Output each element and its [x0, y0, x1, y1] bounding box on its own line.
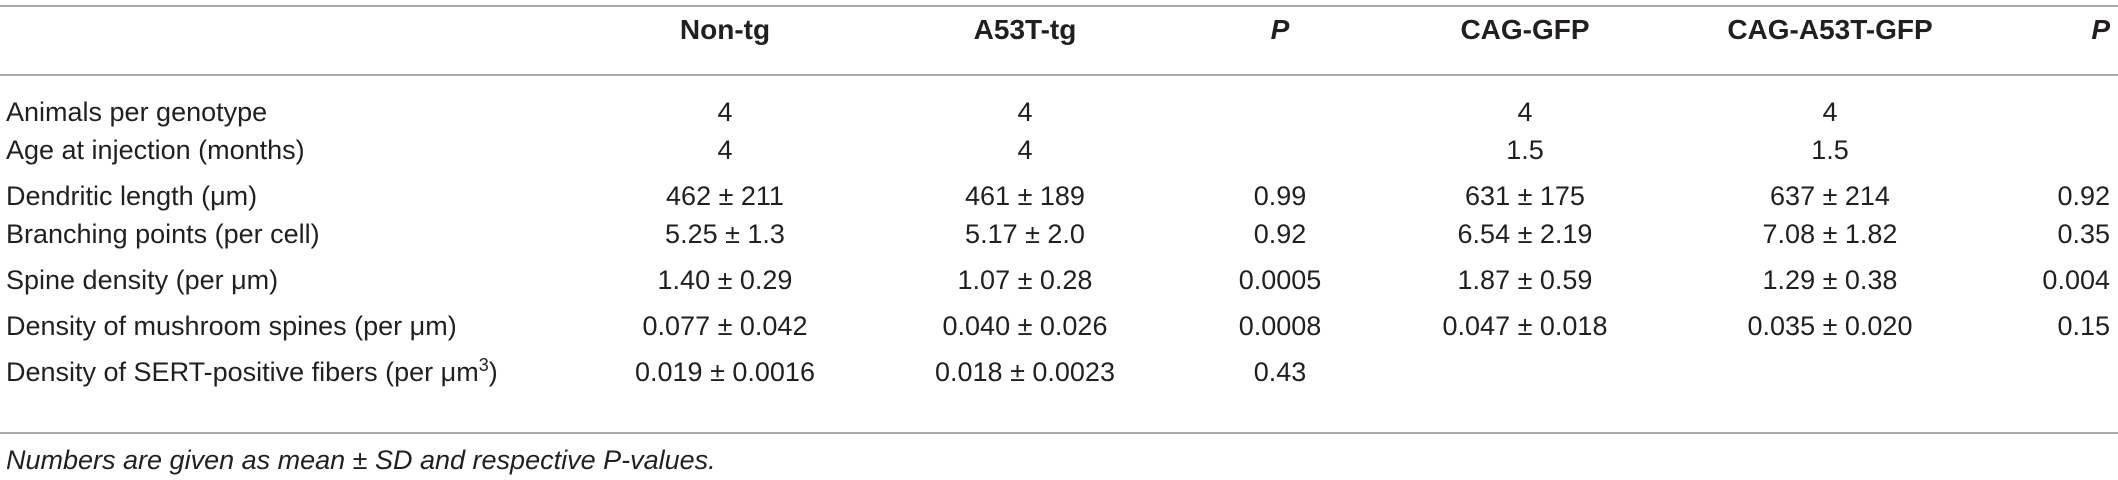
cell-p-value-2: 0.92 — [2057, 181, 2110, 211]
cell-p-value-2: 0.15 — [2057, 311, 2110, 341]
cell-p-value-1 — [1180, 126, 1380, 174]
cell-p-value-2: 0.35 — [2057, 219, 2110, 249]
cell-cag-gfp: 6.54 ± 2.19 — [1457, 219, 1593, 249]
cell-a53t-tg: 5.17 ± 2.0 — [965, 219, 1085, 249]
cell-non-tg: 4 — [717, 135, 733, 165]
table-row: Age at injection (months) 4 4 1.5 1.5 — [0, 126, 2118, 174]
row-label: Animals per genotype — [6, 97, 268, 127]
header-cag-gfp: CAG-GFP — [1460, 14, 1590, 45]
cell-p-value-2 — [1990, 348, 2110, 396]
cell-non-tg: 462 ± 211 — [666, 181, 784, 211]
table-row: Animals per genotype 4 4 4 4 — [0, 88, 2118, 136]
cell-non-tg: 4 — [717, 97, 733, 127]
cell-a53t-tg: 0.040 ± 0.026 — [942, 311, 1108, 341]
cell-a53t-tg: 4 — [1017, 135, 1033, 165]
cell-cag-a53t-gfp: 0.035 ± 0.020 — [1747, 311, 1913, 341]
row-label-superscript: 3 — [478, 355, 489, 375]
table-header-row: Non-tg A53T-tg P CAG-GFP CAG-A53T-GFP P — [0, 6, 2118, 74]
row-label: Age at injection (months) — [6, 135, 305, 165]
header-p-value-1: P — [1270, 14, 1290, 45]
cell-p-value-1: 0.43 — [1253, 357, 1307, 387]
cell-a53t-tg: 4 — [1017, 97, 1033, 127]
cell-cag-gfp: 0.047 ± 0.018 — [1442, 311, 1608, 341]
cell-cag-gfp: 1.87 ± 0.59 — [1457, 265, 1593, 295]
table-row: Spine density (per μm) 1.40 ± 0.29 1.07 … — [0, 256, 2118, 304]
table-row: Branching points (per cell) 5.25 ± 1.3 5… — [0, 210, 2118, 258]
table-row: Density of SERT-positive fibers (per μm3… — [0, 348, 2118, 396]
row-label: Density of SERT-positive fibers (per μm3… — [6, 348, 498, 396]
row-label-suffix: ) — [488, 357, 498, 387]
cell-cag-gfp: 631 ± 175 — [1465, 181, 1585, 211]
cell-a53t-tg: 461 ± 189 — [965, 181, 1085, 211]
header-non-tg: Non-tg — [679, 14, 771, 45]
cell-a53t-tg: 0.018 ± 0.0023 — [935, 357, 1115, 387]
cell-p-value-1: 0.92 — [1253, 219, 1307, 249]
header-cag-a53t-gfp: CAG-A53T-GFP — [1727, 14, 1933, 45]
header-a53t-tg: A53T-tg — [973, 14, 1077, 45]
table-row: Dendritic length (μm) 462 ± 211 461 ± 18… — [0, 172, 2118, 220]
cell-non-tg: 5.25 ± 1.3 — [665, 219, 785, 249]
cell-p-value-1: 0.99 — [1253, 181, 1307, 211]
cell-cag-gfp — [1400, 348, 1650, 396]
cell-cag-a53t-gfp: 7.08 ± 1.82 — [1762, 219, 1898, 249]
cell-cag-a53t-gfp: 1.29 ± 0.38 — [1762, 265, 1898, 295]
cell-non-tg: 0.077 ± 0.042 — [642, 311, 808, 341]
table-header-rule — [0, 74, 2118, 76]
row-label: Spine density (per μm) — [6, 265, 279, 295]
cell-cag-gfp: 1.5 — [1506, 135, 1544, 165]
cell-p-value-1: 0.0005 — [1238, 265, 1322, 295]
cell-a53t-tg: 1.07 ± 0.28 — [957, 265, 1093, 295]
table-row: Density of mushroom spines (per μm) 0.07… — [0, 302, 2118, 350]
cell-p-value-2: 0.004 — [2042, 265, 2110, 295]
row-label: Density of mushroom spines (per μm) — [6, 311, 457, 341]
row-label: Dendritic length (μm) — [6, 181, 258, 211]
cell-non-tg: 1.40 ± 0.29 — [657, 265, 793, 295]
cell-non-tg: 0.019 ± 0.0016 — [635, 357, 815, 387]
cell-cag-a53t-gfp: 4 — [1822, 97, 1838, 127]
cell-cag-a53t-gfp: 1.5 — [1811, 135, 1849, 165]
table-bottom-rule — [0, 432, 2118, 434]
table-footnote: Numbers are given as mean ± SD and respe… — [6, 445, 716, 475]
cell-p-value-1: 0.0008 — [1238, 311, 1322, 341]
cell-p-value-2 — [1990, 126, 2110, 174]
cell-cag-a53t-gfp — [1700, 348, 1960, 396]
cell-cag-a53t-gfp: 637 ± 214 — [1770, 181, 1890, 211]
table-top-rule — [0, 5, 2118, 7]
row-label-text: Density of SERT-positive fibers (per μm — [6, 357, 479, 387]
row-label: Branching points (per cell) — [6, 219, 320, 249]
cell-cag-gfp: 4 — [1517, 97, 1533, 127]
header-p-value-2: P — [2091, 14, 2110, 45]
